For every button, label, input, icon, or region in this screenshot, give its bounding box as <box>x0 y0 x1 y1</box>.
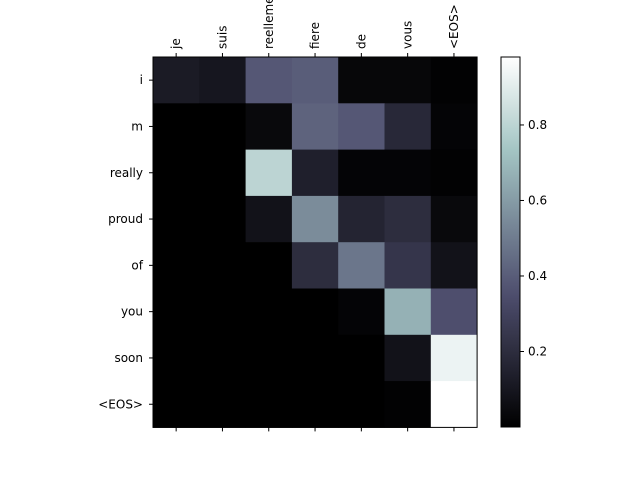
heatmap-cell <box>384 334 432 382</box>
heatmap-cell <box>338 242 385 289</box>
heatmap-cell <box>384 149 432 197</box>
heatmap-cell <box>245 334 293 382</box>
heatmap-cell <box>199 103 246 150</box>
colorbar-tick-label: 0.8 <box>528 118 547 132</box>
heatmap-cell <box>291 242 339 289</box>
x-axis: je suis reellement fiere de vous <EOS> <box>169 0 461 57</box>
heatmap-cell <box>384 57 432 104</box>
heatmap-cell <box>430 242 478 289</box>
heatmap-cell <box>153 57 200 104</box>
heatmap-cell <box>430 195 478 243</box>
heatmap-cell <box>245 381 293 428</box>
heatmap-cell <box>245 149 293 197</box>
y-tick-label: of <box>131 258 143 272</box>
heatmap-cell <box>199 288 246 336</box>
heatmap-cell <box>245 288 293 336</box>
heatmap-cell <box>384 242 432 289</box>
colorbar-tick-label: 0.4 <box>528 269 547 283</box>
x-tick-label: reellement <box>262 0 276 49</box>
x-tick-label: je <box>169 38 183 50</box>
heatmap-cell <box>291 103 339 150</box>
heatmap-cell <box>199 149 246 197</box>
x-tick-label: <EOS> <box>447 4 461 49</box>
heatmap-cell <box>338 381 385 428</box>
heatmap-cell <box>199 242 246 289</box>
heatmap-cell <box>199 195 246 243</box>
heatmap-cell <box>245 103 293 150</box>
heatmap-cell <box>291 57 339 104</box>
heatmap-cell <box>291 149 339 197</box>
heatmap-cell <box>384 381 432 428</box>
colorbar-tick-label: 0.6 <box>528 193 547 207</box>
heatmap-cell <box>199 381 246 428</box>
heatmap-cell <box>153 381 200 428</box>
heatmap-cell <box>430 57 478 104</box>
x-tick-label: vous <box>401 21 415 49</box>
colorbar: 0.2 0.4 0.6 0.8 <box>500 56 547 428</box>
heatmap-cell <box>338 103 385 150</box>
heatmap-cell <box>153 195 200 243</box>
heatmap-cell <box>245 57 293 104</box>
y-tick-label: m <box>131 119 143 133</box>
colorbar-gradient <box>500 56 521 428</box>
heatmap-cell <box>245 195 293 243</box>
heatmap-cell <box>291 288 339 336</box>
heatmap-cell <box>338 288 385 336</box>
y-tick-label: soon <box>114 351 143 365</box>
x-axis-bottom-ticks <box>175 427 455 432</box>
heatmap-cell <box>338 195 385 243</box>
heatmap-cell <box>338 57 385 104</box>
y-tick-label: <EOS> <box>98 397 143 411</box>
heatmap-cell <box>430 334 478 382</box>
heatmap-cell <box>153 149 200 197</box>
heatmap-cell <box>430 103 478 150</box>
heatmap-cell <box>199 334 246 382</box>
heatmap-cell <box>430 149 478 197</box>
y-tick-label: you <box>121 305 143 319</box>
heatmap-cell <box>291 381 339 428</box>
heatmap-cell <box>338 149 385 197</box>
colorbar-tick-label: 0.2 <box>528 344 547 358</box>
heatmap-cell <box>153 103 200 150</box>
y-tick-label: i <box>140 73 143 87</box>
heatmap-cells <box>153 57 478 428</box>
heatmap-cell <box>338 334 385 382</box>
heatmap-cell <box>384 103 432 150</box>
heatmap-cell <box>291 195 339 243</box>
x-tick-label: suis <box>215 26 229 49</box>
heatmap-cell <box>384 195 432 243</box>
heatmap-cell <box>153 288 200 336</box>
x-tick-label: fiere <box>308 22 322 49</box>
heatmap-cell <box>153 334 200 382</box>
x-tick-label: de <box>354 34 368 49</box>
y-tick-label: really <box>110 166 143 180</box>
heatmap-cell <box>430 381 478 428</box>
y-axis: i m really proud of you soon <EOS> <box>98 73 153 411</box>
heatmap-cell <box>291 334 339 382</box>
heatmap-cell <box>384 288 432 336</box>
heatmap-cell <box>153 242 200 289</box>
heatmap-cell <box>245 242 293 289</box>
y-tick-label: proud <box>108 212 143 226</box>
heatmap-cell <box>430 288 478 336</box>
heatmap-cell <box>199 57 246 104</box>
